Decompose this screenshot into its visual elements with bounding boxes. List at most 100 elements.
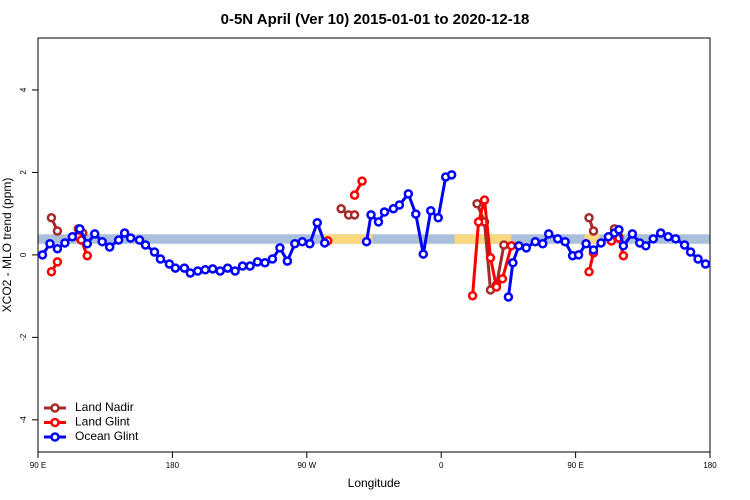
point: [584, 267, 594, 277]
point: [530, 236, 541, 247]
point: [336, 203, 346, 214]
point: [543, 229, 554, 239]
point: [663, 232, 673, 242]
point: [403, 189, 414, 199]
point: [82, 239, 93, 249]
point: [685, 247, 696, 257]
point: [179, 263, 190, 273]
x-tick-label: 180: [166, 461, 180, 470]
point: [237, 261, 248, 271]
point: [648, 234, 659, 244]
point: [275, 243, 285, 253]
point: [349, 190, 360, 200]
point: [433, 213, 443, 223]
point: [260, 257, 270, 268]
point: [552, 234, 563, 244]
point: [125, 233, 136, 243]
band: [38, 234, 710, 244]
point: [149, 247, 160, 257]
legend-label: Land Nadir: [75, 400, 134, 414]
legend-label: Land Glint: [75, 415, 130, 429]
point: [446, 170, 457, 180]
point: [584, 213, 594, 223]
y-tick-label: 2: [19, 170, 28, 175]
x-tick-label: 180: [703, 461, 717, 470]
y-tick-label: 4: [19, 87, 28, 92]
point: [411, 209, 421, 219]
point: [373, 217, 384, 227]
point: [693, 254, 703, 264]
y-tick-label: 0: [19, 252, 28, 257]
legend-marker: [50, 417, 60, 428]
point: [614, 224, 624, 235]
point: [297, 236, 308, 247]
point: [508, 257, 518, 268]
point: [418, 249, 429, 259]
point: [89, 229, 100, 239]
point: [361, 236, 372, 247]
point: [499, 240, 509, 250]
y-axis-label: XCO2 - MLO trend (ppm): [0, 178, 14, 313]
point: [230, 266, 240, 276]
point: [52, 243, 63, 254]
point: [485, 253, 496, 263]
point: [245, 261, 255, 271]
point: [267, 254, 278, 264]
point: [185, 268, 196, 278]
point: [134, 235, 145, 245]
point: [222, 263, 233, 273]
point: [319, 238, 330, 248]
point: [60, 238, 70, 248]
point: [379, 207, 390, 217]
x-tick-label: 90 E: [567, 461, 583, 470]
point: [200, 264, 211, 275]
plot-frame: [37, 37, 711, 453]
x-tick-label: 90 W: [297, 461, 316, 470]
y-tick-label: -2: [19, 333, 28, 341]
point: [618, 241, 629, 251]
point: [67, 232, 78, 242]
point: [641, 241, 651, 251]
band: [321, 234, 373, 244]
series-line: [50, 203, 621, 292]
point: [52, 226, 63, 236]
point: [104, 242, 115, 252]
point: [282, 256, 293, 266]
point: [97, 236, 107, 247]
point: [46, 267, 57, 277]
point: [140, 240, 151, 250]
point: [52, 257, 63, 267]
point: [290, 239, 300, 249]
x-tick-label: 90 E: [30, 461, 46, 470]
band: [584, 234, 600, 244]
point: [679, 240, 690, 250]
band: [454, 234, 512, 244]
point: [252, 257, 263, 267]
point: [506, 241, 517, 251]
point: [37, 250, 48, 260]
point: [655, 228, 666, 238]
point: [75, 224, 85, 234]
point: [349, 210, 360, 220]
point: [155, 254, 166, 264]
x-axis-label: Longitude: [348, 476, 401, 490]
point: [618, 250, 629, 261]
point: [588, 226, 599, 236]
point: [207, 264, 218, 274]
point: [588, 245, 599, 255]
point: [627, 229, 638, 239]
legend-label: Ocean Glint: [75, 429, 139, 443]
point: [596, 238, 606, 248]
point: [305, 239, 315, 249]
point: [537, 239, 548, 249]
legend-marker: [50, 432, 60, 442]
point: [479, 195, 490, 205]
point: [503, 292, 514, 302]
point: [215, 266, 225, 276]
point: [425, 206, 436, 216]
point: [491, 282, 502, 292]
point: [164, 259, 175, 269]
point: [113, 235, 124, 245]
